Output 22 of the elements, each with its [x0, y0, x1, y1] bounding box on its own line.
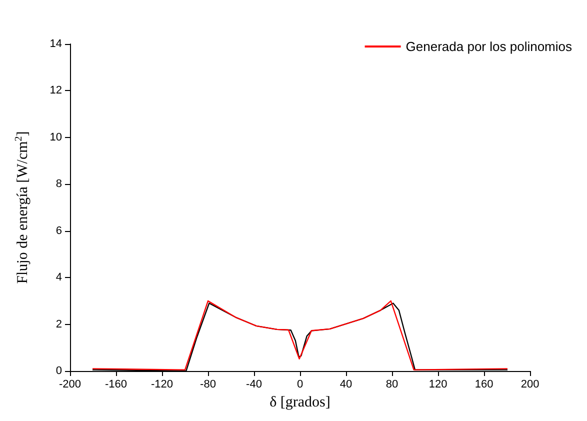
- x-tick-label: -120: [150, 378, 174, 390]
- x-tick-label: -40: [246, 378, 262, 390]
- y-tick-label: 14: [50, 38, 62, 50]
- y-tick-label: 10: [50, 131, 62, 144]
- x-tick-label: 160: [474, 378, 494, 390]
- y-axis-title: Flujo de energía [W/cm2]: [14, 131, 31, 284]
- legend-label: Generada por los polinomios: [406, 39, 572, 54]
- x-tick-label: 80: [386, 378, 398, 390]
- x-tick-label: 0: [296, 378, 304, 390]
- x-axis-title: δ [grados]: [270, 394, 330, 410]
- y-tick-label: 12: [50, 84, 62, 97]
- x-tick-label: -80: [200, 378, 216, 390]
- x-tick-label: 120: [428, 378, 448, 390]
- x-tick-label: -200: [58, 378, 82, 390]
- x-tick-label: 40: [340, 378, 352, 390]
- x-tick-label: 200: [520, 378, 540, 390]
- y-tick-label: 2: [56, 318, 62, 330]
- x-tick-label: -160: [104, 378, 128, 390]
- y-tick-label: 8: [56, 178, 62, 190]
- y-tick-label: 0: [56, 365, 62, 377]
- y-tick-label: 6: [56, 224, 62, 237]
- y-tick-label: 4: [56, 272, 62, 284]
